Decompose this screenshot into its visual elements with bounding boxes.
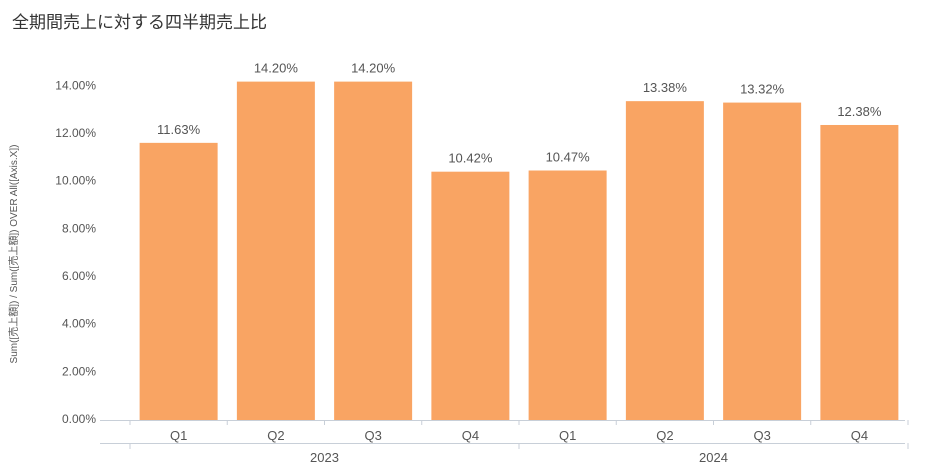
x-group-label: 2024	[699, 450, 728, 465]
bar-data-label: 10.42%	[448, 151, 493, 166]
x-category-label: Q1	[170, 428, 187, 443]
y-tick-label: 12.00%	[55, 126, 96, 140]
x-group-label: 2023	[310, 450, 339, 465]
y-axis-label-group: Sum([売上額]) / Sum([売上額]) OVER All([Axis.X…	[7, 145, 20, 364]
y-axis-label: Sum([売上額]) / Sum([売上額]) OVER All([Axis.X…	[7, 145, 20, 364]
x-category-label: Q4	[462, 428, 479, 443]
bars: 11.63% 14.20% 14.20% 10.42% 10.47% 13.38% 13.3…	[139, 61, 899, 421]
bar-data-label: 13.32%	[740, 82, 785, 97]
y-tick-label: 4.00%	[62, 317, 96, 331]
y-tick-label: 10.00%	[55, 174, 96, 188]
bar-data-label: 10.47%	[546, 149, 591, 164]
bar[interactable]	[431, 171, 510, 420]
x-category-label: Q3	[753, 428, 770, 443]
x-category-label: Q2	[656, 428, 673, 443]
bar-data-label: 14.20%	[254, 61, 299, 76]
x-category-label: Q1	[559, 428, 576, 443]
y-axis-ticks: 0.00% 2.00% 4.00% 6.00% 8.00% 10.00% 12.00% 14.…	[55, 78, 96, 426]
bar-data-label: 13.38%	[643, 80, 688, 95]
bar[interactable]	[139, 142, 218, 420]
y-tick-label: 0.00%	[62, 412, 96, 426]
y-tick-label: 6.00%	[62, 269, 96, 283]
y-tick-label: 14.00%	[55, 78, 96, 92]
bar[interactable]	[820, 124, 899, 421]
chart-title: 全期間売上に対する四半期売上比	[12, 13, 267, 33]
x-axis: Q1 Q2 Q3 Q4 Q1 Q2 Q3 Q4 2023 2024	[100, 420, 909, 465]
bar[interactable]	[625, 101, 704, 420]
bar-data-label: 11.63%	[157, 122, 201, 137]
bar-data-label: 14.20%	[351, 61, 396, 76]
bar[interactable]	[334, 81, 413, 420]
y-tick-label: 2.00%	[62, 364, 96, 378]
bar[interactable]	[236, 81, 315, 420]
bar[interactable]	[723, 102, 802, 420]
bar-data-label: 12.38%	[837, 104, 882, 119]
y-tick-label: 8.00%	[62, 221, 96, 235]
x-category-label: Q2	[267, 428, 284, 443]
bar[interactable]	[528, 170, 607, 420]
x-category-label: Q4	[851, 428, 868, 443]
x-category-label: Q3	[364, 428, 381, 443]
